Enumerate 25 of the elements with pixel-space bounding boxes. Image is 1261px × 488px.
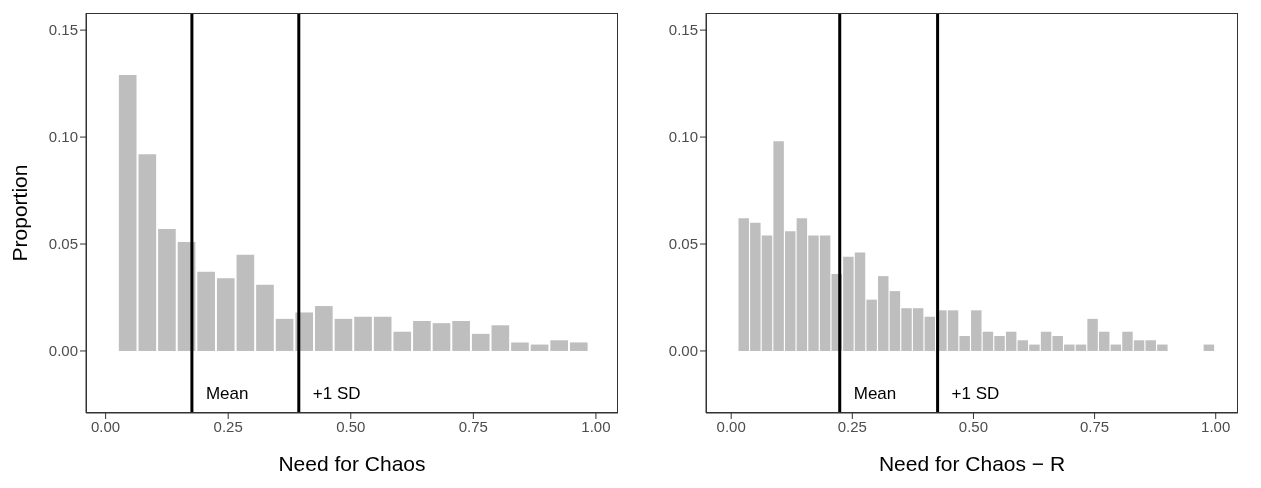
ref-line-label: Mean	[853, 384, 897, 403]
y-tick-label: 0.15	[48, 21, 78, 39]
x-axis-title: Need for Chaos	[278, 452, 426, 475]
x-tick-label: 0.25	[213, 417, 243, 435]
x-tick-label: 0.25	[837, 417, 867, 435]
x-tick-label: 0.50	[958, 417, 989, 435]
y-tick-label: 0.05	[48, 235, 78, 253]
y-tick-label: 0.00	[48, 342, 78, 360]
y-axis-title: Proportion	[8, 164, 32, 262]
x-axis-title: Need for Chaos − R	[878, 452, 1066, 475]
y-tick-label: 0.05	[668, 235, 698, 253]
y-tick-label: 0.00	[668, 342, 698, 360]
ref-line-label: +1 SD	[312, 384, 361, 403]
x-tick-label: 0.75	[1079, 417, 1110, 435]
y-tick-label: 0.15	[668, 21, 698, 39]
x-tick-label: 0.50	[336, 417, 366, 435]
y-tick-label: 0.10	[48, 128, 78, 146]
x-tick-label: 0.75	[458, 417, 488, 435]
ref-line-label: Mean	[205, 384, 249, 403]
x-tick-label: 0.00	[716, 417, 746, 435]
ref-line-label: +1 SD	[951, 384, 1000, 403]
x-tick-label: 0.00	[91, 417, 121, 435]
x-tick-label: 1.00	[581, 417, 611, 435]
x-tick-label: 1.00	[1201, 417, 1231, 435]
y-tick-label: 0.10	[668, 128, 698, 146]
